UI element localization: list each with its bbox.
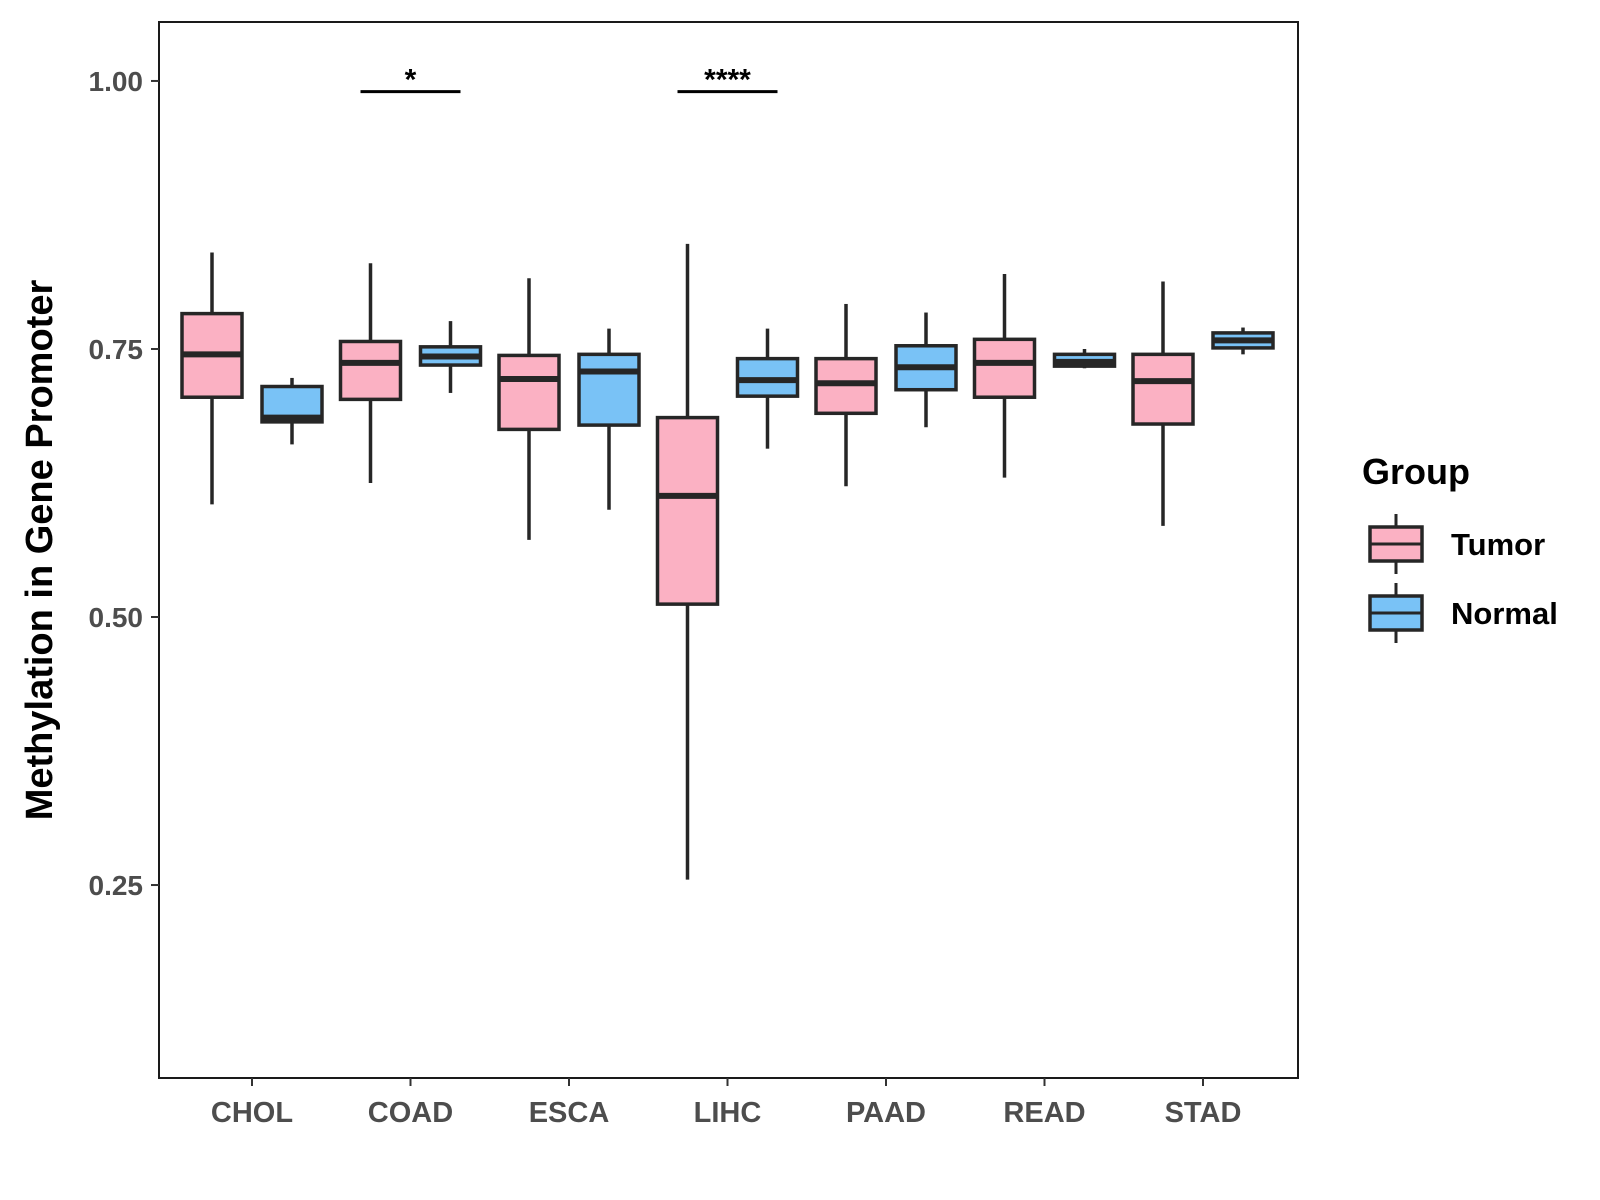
box-normal-read bbox=[1052, 348, 1117, 369]
legend-title: Group bbox=[1362, 451, 1470, 492]
y-tick-label: 0.25 bbox=[89, 870, 144, 901]
box-body-tumor-read bbox=[972, 337, 1037, 399]
box-body-tumor-esca bbox=[497, 353, 561, 432]
significance-label-lihc: **** bbox=[704, 64, 751, 97]
x-tick-label-coad: COAD bbox=[368, 1097, 453, 1129]
box-tumor-paad bbox=[814, 303, 878, 487]
box-tumor-esca bbox=[497, 278, 561, 540]
plot-panel bbox=[158, 21, 1299, 1079]
x-tick-label-chol: CHOL bbox=[211, 1097, 293, 1129]
box-body-tumor-stad bbox=[1131, 352, 1195, 426]
x-tick-label-paad: PAAD bbox=[846, 1097, 926, 1129]
y-tick-label: 0.75 bbox=[89, 334, 144, 365]
legend-key-tumor bbox=[1368, 514, 1424, 574]
box-tumor-lihc bbox=[655, 243, 720, 880]
x-tick-label-stad: STAD bbox=[1165, 1097, 1242, 1129]
box-normal-stad bbox=[1211, 327, 1275, 355]
legend: Group Tumor Normal bbox=[1362, 451, 1558, 643]
x-tick-label-read: READ bbox=[1003, 1097, 1085, 1129]
y-axis-title: Methylation in Gene Promoter bbox=[19, 280, 61, 821]
box-normal-esca bbox=[577, 328, 641, 510]
box-tumor-coad bbox=[338, 263, 403, 483]
box-normal-paad bbox=[894, 312, 958, 428]
y-tick-label: 0.50 bbox=[89, 602, 144, 633]
box-tumor-stad bbox=[1131, 281, 1195, 526]
x-tick-label-esca: ESCA bbox=[529, 1097, 610, 1129]
box-normal-coad bbox=[418, 321, 483, 393]
legend-label-normal: Normal bbox=[1451, 596, 1558, 631]
box-body-tumor-coad bbox=[338, 339, 403, 402]
y-tick-label: 1.00 bbox=[89, 66, 144, 97]
box-tumor-chol bbox=[180, 252, 244, 505]
box-body-normal-esca bbox=[577, 352, 641, 427]
box-tumor-read bbox=[972, 273, 1037, 478]
legend-label-tumor: Tumor bbox=[1451, 527, 1545, 562]
x-tick-label-lihc: LIHC bbox=[694, 1097, 762, 1129]
significance-label-coad: * bbox=[405, 64, 417, 97]
box-normal-chol bbox=[260, 377, 324, 445]
box-body-tumor-lihc bbox=[655, 415, 720, 606]
legend-key-normal bbox=[1368, 583, 1424, 643]
box-normal-lihc bbox=[735, 328, 800, 449]
